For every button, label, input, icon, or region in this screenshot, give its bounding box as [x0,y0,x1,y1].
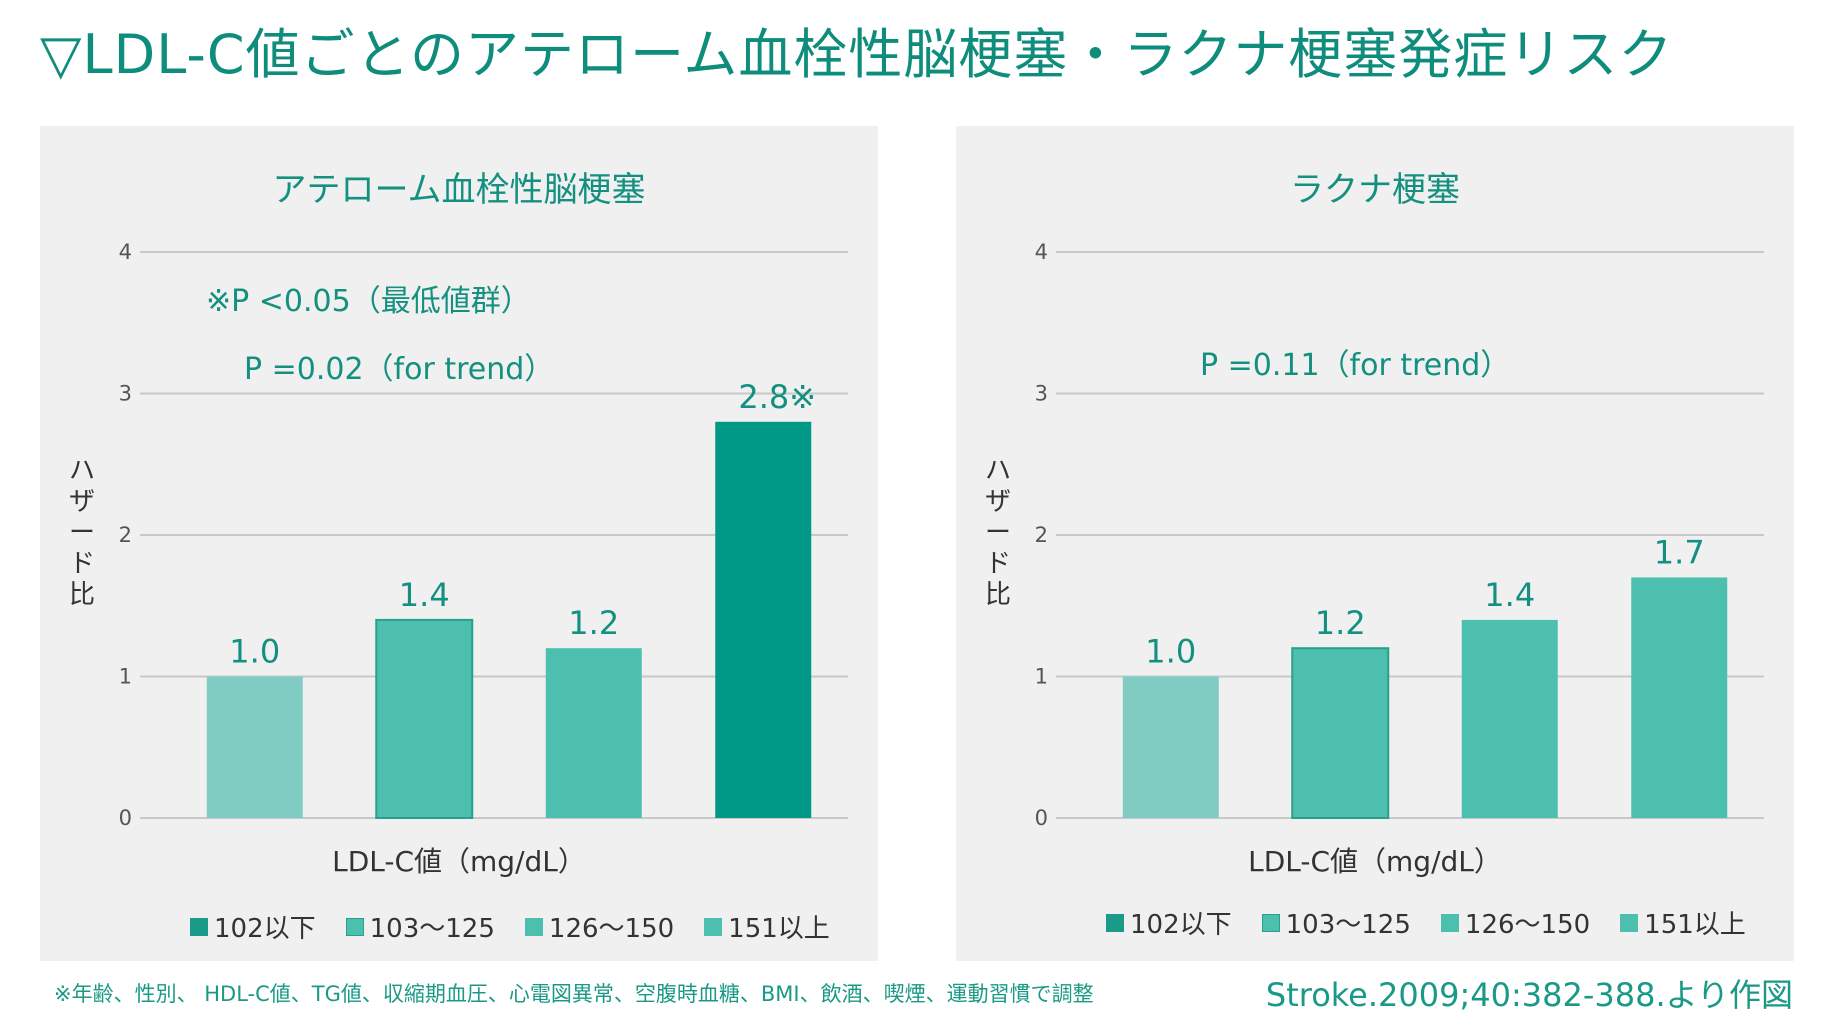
legend-swatch [190,917,208,936]
legend-swatch [1440,913,1459,932]
bar [545,648,642,818]
data-label: 1.0 [1145,633,1196,671]
bar [206,676,303,818]
legend-swatch [1106,913,1124,932]
legend-swatch [1620,913,1639,932]
y-tick-label: 2 [1035,523,1048,547]
bar [1631,577,1728,818]
page-title: ▽LDL-C値ごとのアテローム血栓性脳梗塞・ラクナ梗塞発症リスク [40,23,1674,86]
y-tick-label: 3 [119,382,132,406]
bar [1122,676,1219,818]
data-label: 1.2 [1315,604,1366,642]
x-axis-label: LDL-C値（mg/dL） [332,845,586,878]
chart-title: アテローム血栓性脳梗塞 [272,170,646,210]
y-tick-label: 4 [119,240,132,264]
legend-item: 151以上 [704,908,830,945]
legend-item: 103～125 [1261,904,1411,941]
chart-plot-area: 0 1 2 3 4 1.0 1.4 1.2 2.8※ [119,240,848,830]
chart-annotation-trend: P =0.02（for trend） [244,352,555,387]
data-label: 1.7 [1654,533,1705,571]
y-tick-label: 1 [1035,665,1048,689]
chart-panel-atherothrombotic: アテローム血栓性脳梗塞 ※P <0.05（最低値群） P =0.02（for t… [40,126,878,961]
bar [375,618,474,819]
bar [1461,619,1558,818]
data-label: 1.0 [229,633,280,671]
adjustment-footnote: ※年齢、性別、 HDL-C値、TG値、収縮期血圧、心電図異常、空腹時血糖、BMI… [54,982,1094,1006]
legend-item: 102以下 [1106,904,1232,941]
x-axis-label: LDL-C値（mg/dL） [1248,845,1502,878]
y-tick-label: 0 [119,806,132,830]
y-axis-label: ハ ザ ー ド 比 [68,456,95,610]
legend-item: 103～125 [345,908,495,945]
data-label: 1.4 [399,576,450,614]
legend-swatch [704,917,723,936]
legend-item: 102以下 [190,908,316,945]
y-tick-label: 4 [1035,240,1048,264]
y-tick-label: 2 [119,523,132,547]
y-tick-label: 3 [1035,382,1048,406]
chart-panel-lacunar: ラクナ梗塞 P =0.11（for trend） ハ ザ ー ド 比 0 1 2 3 4… [956,126,1794,961]
y-tick-label: 1 [119,665,132,689]
chart-annotation-trend: P =0.11（for trend） [1200,348,1511,383]
chart-plot-area: 0 1 2 3 4 1.0 1.2 1.4 1.7 [1035,240,1764,830]
chart-annotation-significance: ※P <0.05（最低値群） [206,284,531,319]
legend-item: 126～150 [1440,904,1590,941]
chart-legend: 102以下 103～125 126～150 151以上 [190,908,830,945]
legend-swatch [345,917,364,936]
bar [715,421,812,818]
y-axis-label: ハ ザ ー ド 比 [984,456,1011,610]
source-citation: Stroke.2009;40:382-388.より作図 [1265,976,1793,1014]
data-label: 1.2 [568,604,619,642]
chart-legend: 102以下 103～125 126～150 151以上 [1106,904,1746,941]
y-tick-label: 0 [1035,806,1048,830]
data-label: 2.8※ [738,378,816,416]
chart-title: ラクナ梗塞 [1290,170,1460,210]
legend-swatch [524,917,543,936]
legend-item: 126～150 [524,908,674,945]
legend-swatch [1261,913,1280,932]
data-label: 1.4 [1484,576,1535,614]
legend-item: 151以上 [1620,904,1746,941]
bar [1291,647,1390,820]
